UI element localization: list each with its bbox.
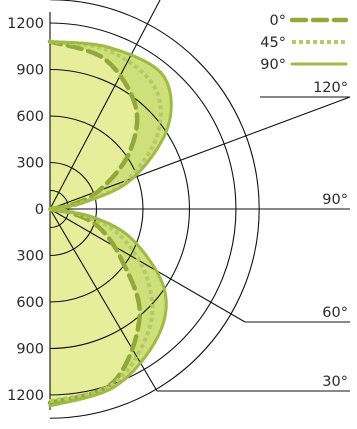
angle-labels: 120° 90° 60° 30° — [313, 80, 348, 390]
spoke-30 — [49, 208, 158, 392]
legend-label: 45° — [260, 35, 286, 51]
spoke-60 — [49, 208, 246, 323]
tick-label: 900 — [16, 63, 44, 79]
series-line-solid — [48, 40, 173, 408]
angle-label-60: 60° — [322, 305, 348, 321]
tick-label: 300 — [16, 249, 44, 265]
angle-label-30: 30° — [322, 374, 348, 390]
tick-label: 1200 — [7, 388, 44, 404]
legend-label: 90° — [260, 57, 286, 73]
tick-label: 900 — [16, 342, 44, 358]
legend: 0° 45° 90° — [260, 13, 349, 73]
tick-label: 600 — [16, 109, 44, 125]
tick-label: 0 — [35, 202, 44, 218]
tick-label: 1200 — [7, 16, 44, 32]
tick-label: 600 — [16, 295, 44, 311]
spoke-150 — [49, 0, 161, 210]
legend-label: 0° — [270, 13, 286, 29]
angle-label-90: 90° — [322, 192, 348, 208]
tick-label: 300 — [16, 156, 44, 172]
radial-tick-labels: 1200 900 600 300 0 300 600 900 1200 — [7, 16, 44, 404]
angle-label-120: 120° — [313, 80, 348, 96]
series-lines — [47, 39, 173, 408]
fill-0-area — [49, 41, 140, 403]
